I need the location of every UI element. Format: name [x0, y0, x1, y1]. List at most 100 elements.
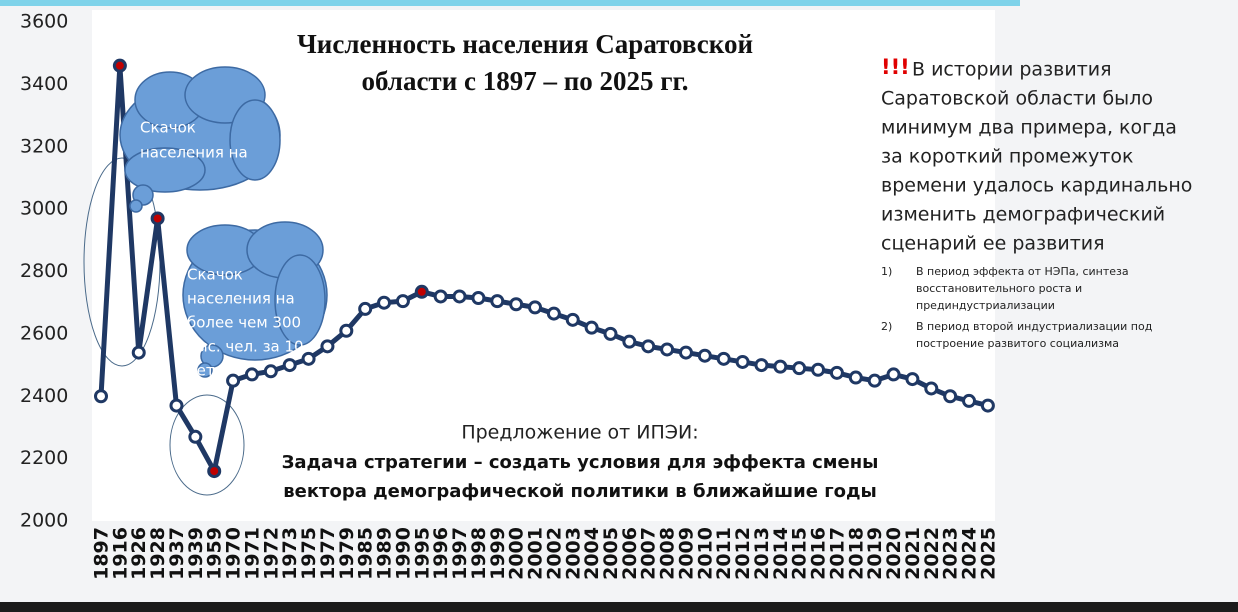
side-text: минимум два примера, когда: [881, 117, 1177, 139]
x-tick-label: 2020: [883, 527, 905, 580]
proposal-text: Предложение от ИПЭИ:: [461, 422, 698, 444]
x-tick-label: 2021: [902, 527, 924, 580]
highlight-ellipse: [169, 394, 245, 496]
data-point: [565, 312, 580, 327]
cloud-text: лет: [187, 362, 215, 380]
x-tick-label: 1997: [449, 527, 471, 580]
cloud-text: Скачок: [187, 266, 243, 284]
x-tick-label: 1959: [204, 527, 226, 580]
list-number: 1): [881, 265, 892, 278]
x-tick-label: 1990: [392, 527, 414, 580]
cloud-text: населения на: [140, 144, 248, 162]
data-point: [622, 334, 637, 349]
data-point: [244, 367, 259, 382]
x-tick-label: 1989: [374, 527, 396, 580]
x-tick-label: 1937: [166, 527, 188, 580]
data-point: [962, 393, 977, 408]
x-tick-label: 1926: [128, 527, 150, 580]
cloud-text: Скачок: [140, 119, 196, 137]
data-point: [546, 306, 561, 321]
list-text: В период эффекта от НЭПа, синтеза: [916, 265, 1129, 278]
data-point: [452, 289, 467, 304]
top-bar: [0, 0, 1020, 6]
x-tick-label: 1897: [91, 527, 113, 580]
data-point: [112, 58, 127, 73]
side-text: В истории развития: [912, 59, 1112, 81]
x-tick-label: 2009: [675, 527, 697, 580]
side-text: Саратовской области было: [881, 88, 1153, 110]
alert-mark: !!!: [881, 55, 910, 79]
data-point: [207, 464, 222, 479]
x-tick-label: 2014: [770, 527, 792, 580]
bottom-bar: [0, 602, 1238, 612]
x-tick-label: 1975: [298, 527, 320, 580]
data-point: [131, 345, 146, 360]
data-point: [754, 358, 769, 373]
list-text: прединдустриализации: [916, 299, 1055, 312]
x-tick-label: 2010: [694, 527, 716, 580]
data-point: [584, 320, 599, 335]
x-tick-label: 2008: [657, 527, 679, 580]
chart-title: области с 1897 – по 2025 гг.: [361, 66, 688, 96]
y-tick-label: 2600: [20, 322, 68, 344]
data-point: [811, 362, 826, 377]
y-tick-label: 3400: [20, 73, 68, 95]
y-tick-label: 3000: [20, 198, 68, 220]
x-tick-label: 2013: [751, 527, 773, 580]
data-point: [377, 295, 392, 310]
data-point: [471, 291, 486, 306]
data-point: [339, 323, 354, 338]
cloud-2: [182, 221, 328, 378]
x-tick-label: 2005: [600, 527, 622, 580]
data-point: [678, 345, 693, 360]
data-point: [169, 398, 184, 413]
y-tick-label: 2000: [20, 510, 68, 532]
data-point: [509, 297, 524, 312]
data-point: [150, 211, 165, 226]
x-tick-label: 2016: [808, 527, 830, 580]
x-tick-label: 1970: [223, 527, 245, 580]
data-point: [735, 354, 750, 369]
x-tick-label: 1985: [355, 527, 377, 580]
list-number: 2): [881, 320, 892, 333]
x-tick-label: 1916: [109, 527, 131, 580]
x-tick-label: 2025: [977, 527, 999, 580]
data-point: [848, 370, 863, 385]
cloud-text: тыс. чел. за 10: [187, 338, 304, 356]
y-tick-label: 2200: [20, 447, 68, 469]
x-tick-label: 2018: [845, 527, 867, 580]
data-point: [943, 389, 958, 404]
data-point: [603, 326, 618, 341]
list-text: В период второй индустриализации под: [916, 320, 1153, 333]
side-text: за короткий промежуток: [881, 146, 1134, 168]
data-point: [528, 300, 543, 315]
task-text: Задача стратегии – создать условия для э…: [282, 452, 879, 473]
side-text: времени удалось кардинально: [881, 175, 1192, 197]
data-point: [886, 367, 901, 382]
x-tick-label: 2022: [921, 527, 943, 580]
x-tick-label: 1998: [468, 527, 490, 580]
data-point: [660, 342, 675, 357]
cloud-1: [119, 66, 281, 213]
data-point: [263, 364, 278, 379]
x-tick-label: 1979: [336, 527, 358, 580]
data-point: [924, 381, 939, 396]
y-tick-label: 3200: [20, 135, 68, 157]
data-point: [414, 284, 429, 299]
chart-title: Численность населения Саратовской: [297, 29, 753, 59]
text-layer: Численность населения Саратовской области…: [140, 29, 1192, 502]
x-tick-label: 1972: [260, 527, 282, 580]
x-tick-label: 2024: [959, 527, 981, 580]
x-tick-label: 1999: [487, 527, 509, 580]
x-tick-label: 1995: [411, 527, 433, 580]
y-tick-label: 3600: [20, 11, 68, 33]
x-tick-label: 2012: [732, 527, 754, 580]
data-point: [905, 372, 920, 387]
task-text: вектора демографической политики в ближа…: [283, 481, 877, 502]
data-point: [433, 289, 448, 304]
x-tick-label: 2004: [581, 527, 603, 580]
list-text: построение развитого социализма: [916, 337, 1119, 350]
x-tick-label: 2001: [525, 527, 547, 580]
side-text: сценарий ее развития: [881, 233, 1105, 255]
x-tick-label: 1971: [241, 527, 263, 580]
